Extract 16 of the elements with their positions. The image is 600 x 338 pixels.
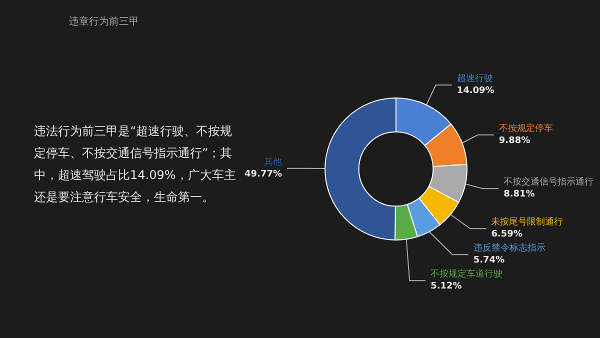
data-label: 49.77%: [244, 169, 282, 180]
data-label: 6.59%: [491, 230, 522, 240]
data-label: 5.74%: [473, 256, 505, 266]
data-label: 14.09%: [456, 86, 494, 96]
text: 违章行为前三甲: [69, 16, 139, 28]
data-label: 9.88%: [498, 136, 530, 146]
data-label: 8.81%: [504, 190, 535, 200]
slice-label: 未按尾号限制通行: [491, 216, 564, 228]
slice-label: 不按规定车道行驶: [430, 268, 503, 280]
data-label: 5.12%: [430, 282, 462, 292]
text: 违法行为前三甲是“超速行驶、不按规定停车、不按交通信号指示通行”；其中，超速驾驶占比14.09%，广大车主还是要注意行车安全，生命第一。: [34, 124, 236, 204]
slice-label: 不按交通信号指示通行: [504, 176, 594, 188]
slice-label: 其他: [264, 156, 282, 168]
slice-label: 超速行驶: [456, 72, 493, 84]
slice-label: 不按规定停车: [498, 122, 553, 134]
slice-label: 违反禁令标志指示: [473, 242, 546, 254]
